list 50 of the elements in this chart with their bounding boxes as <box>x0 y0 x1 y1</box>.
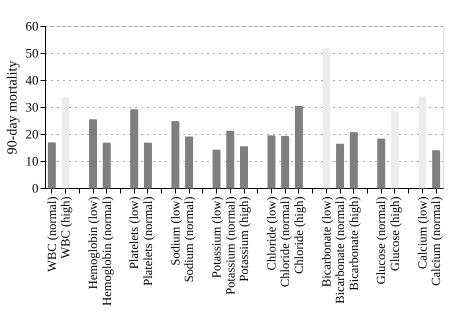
bar <box>267 135 276 188</box>
x-tick-label: Platelets (normal) <box>140 196 155 286</box>
x-tick-label: Sodium (low) <box>168 196 182 266</box>
x-tick-label: Calcium (normal) <box>429 196 444 286</box>
bar <box>144 142 152 188</box>
x-tick-label: Chloride (high) <box>292 196 306 274</box>
bar <box>390 110 399 188</box>
bar <box>212 150 221 188</box>
bar <box>322 48 330 188</box>
y-tick-label: 10 <box>26 154 38 168</box>
y-tick-label: 20 <box>26 126 38 142</box>
y-tick-label: 50 <box>26 46 38 60</box>
x-tick-label: Platelets (low) <box>127 196 142 270</box>
bar <box>418 96 426 188</box>
bar <box>432 150 440 188</box>
x-tick-label: Sodium (normal) <box>182 196 196 282</box>
y-tick-label: 30 <box>26 100 38 114</box>
y-tick-label: 60 <box>26 18 38 34</box>
bar <box>89 119 98 188</box>
bar <box>102 142 111 188</box>
bar <box>171 121 180 188</box>
x-tick-label: Glucose (high) <box>388 196 402 272</box>
x-tick-label: Bicarbonate (low) <box>319 196 334 288</box>
y-tick-label: 0 <box>32 180 38 196</box>
x-tick-label: Chloride (low) <box>264 196 278 270</box>
x-tick-label: Bicarbonate (high) <box>346 196 361 291</box>
bar <box>281 136 290 188</box>
bar <box>350 132 358 188</box>
x-tick-label: Calcium (low) <box>415 196 430 270</box>
x-tick-label: Potassium (normal) <box>223 196 238 295</box>
bar <box>377 138 386 188</box>
bar <box>294 106 303 188</box>
bar <box>62 97 70 188</box>
bar <box>185 136 194 188</box>
bar <box>226 130 234 188</box>
bar <box>336 144 344 188</box>
bar <box>48 142 56 188</box>
x-tick-label: Hemoglobin (low) <box>86 196 100 290</box>
x-tick-label: Glucose (normal) <box>374 196 388 284</box>
bar <box>240 146 248 188</box>
x-tick-label: Chloride (normal) <box>278 196 292 288</box>
x-tick-label: WBC (normal) <box>44 196 59 272</box>
x-tick-label: Potassium (low) <box>210 196 224 278</box>
x-tick-label: Potassium (high) <box>237 196 251 282</box>
x-tick-label: Hemoglobin (normal) <box>100 196 114 306</box>
y-tick-label: 40 <box>26 72 38 88</box>
x-tick-label: WBC (high) <box>58 196 73 259</box>
y-axis-title: 90-day mortality <box>6 60 20 154</box>
x-tick-label: Bicarbonate (normal) <box>333 196 348 304</box>
bar <box>130 109 138 188</box>
